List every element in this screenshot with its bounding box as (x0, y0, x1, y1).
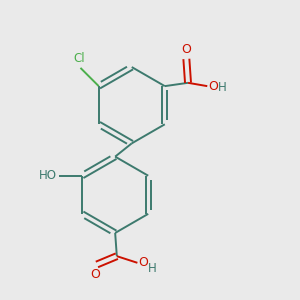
Text: H: H (218, 81, 226, 94)
Text: O: O (90, 268, 100, 281)
Text: O: O (208, 80, 218, 93)
Text: Cl: Cl (73, 52, 85, 65)
Text: O: O (182, 43, 191, 56)
Text: HO: HO (39, 169, 57, 182)
Text: O: O (138, 256, 148, 269)
Text: H: H (148, 262, 157, 275)
